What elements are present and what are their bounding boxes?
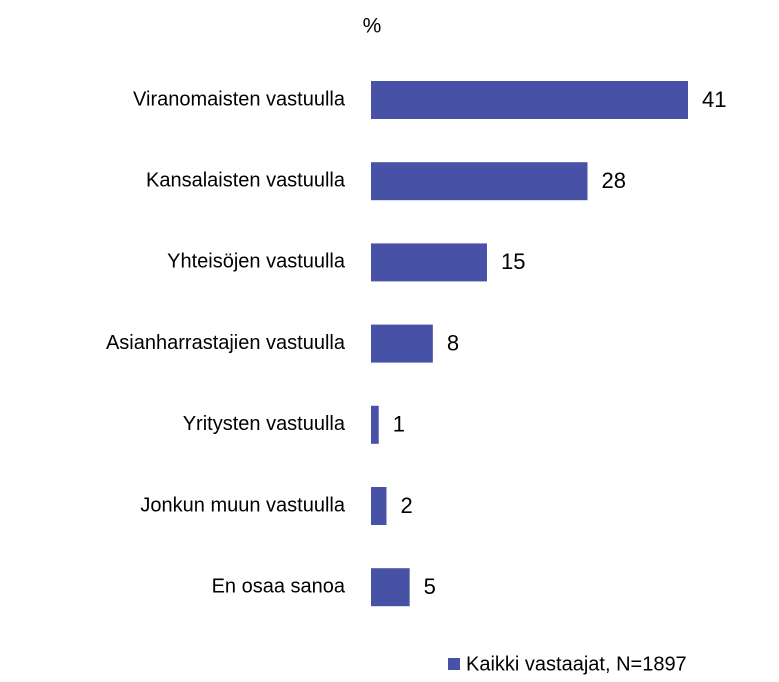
category-label: En osaa sanoa <box>212 575 346 597</box>
category-label: Yritysten vastuulla <box>183 413 346 435</box>
value-label: 2 <box>400 493 412 518</box>
bar <box>371 487 387 525</box>
value-label: 28 <box>601 168 625 193</box>
value-label: 41 <box>702 87 726 112</box>
bar <box>371 81 688 119</box>
bar <box>371 405 379 444</box>
bar <box>371 243 487 282</box>
chart-title: % <box>363 15 382 38</box>
category-label: Viranomaisten vastuulla <box>133 88 346 110</box>
value-label: 1 <box>393 412 405 437</box>
bar <box>371 324 433 363</box>
legend-label: Kaikki vastaajat, N=1897 <box>466 653 687 675</box>
category-label: Asianharrastajien vastuulla <box>106 332 346 354</box>
category-label: Kansalaisten vastuulla <box>146 169 346 191</box>
bar <box>371 162 588 201</box>
category-label: Jonkun muun vastuulla <box>140 494 345 516</box>
bar <box>371 568 410 607</box>
value-label: 5 <box>424 574 436 599</box>
category-label: Yhteisöjen vastuulla <box>167 251 346 273</box>
value-label: 15 <box>501 249 525 274</box>
legend-swatch <box>448 658 460 670</box>
value-label: 8 <box>447 330 459 355</box>
